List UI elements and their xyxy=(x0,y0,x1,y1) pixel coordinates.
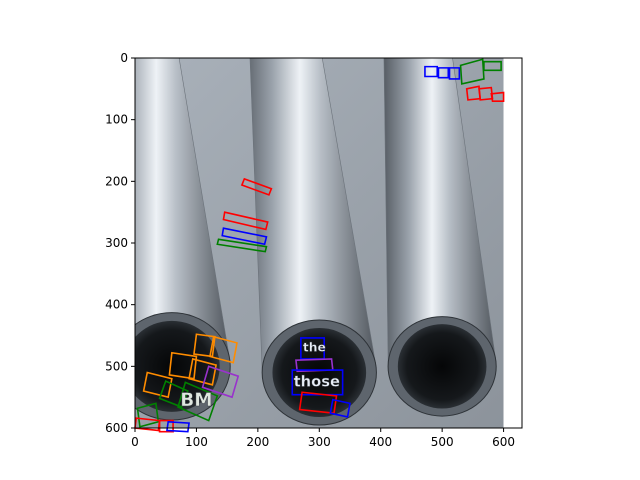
x-tick-label: 400 xyxy=(369,435,392,449)
y-tick-label: 300 xyxy=(105,236,128,250)
text-box-green xyxy=(216,238,268,253)
y-tick-label: 400 xyxy=(105,298,128,312)
x-tick-label: 600 xyxy=(492,435,515,449)
text-box-blue xyxy=(448,67,461,80)
text-box-green xyxy=(177,381,219,422)
pipes-photo xyxy=(0,0,504,428)
text-box-red xyxy=(490,91,505,102)
text-labels: the those BM xyxy=(180,340,340,411)
text-box-orange xyxy=(209,335,238,364)
photo-text: those xyxy=(294,373,340,390)
x-tick-label: 100 xyxy=(185,435,208,449)
text-box-green xyxy=(158,380,189,409)
x-tick-label: 200 xyxy=(246,435,269,449)
text-box-green xyxy=(136,402,160,428)
text-box-green xyxy=(483,60,502,72)
pipe-end-hole xyxy=(397,324,487,409)
text-box-blue xyxy=(329,398,351,418)
photo-text: the xyxy=(303,340,326,354)
y-tick-label: 0 xyxy=(120,51,128,65)
text-box-green xyxy=(459,58,485,85)
text-box-orange xyxy=(188,357,218,386)
text-box-orange xyxy=(142,371,173,399)
pipe-body xyxy=(0,0,135,323)
detection-boxes xyxy=(134,58,505,433)
text-box-blue xyxy=(424,65,439,78)
y-axis-ticks: 0 100 200 300 400 500 600 xyxy=(105,51,135,435)
y-tick-label: 200 xyxy=(105,174,128,188)
x-axis-ticks: 0 100 200 300 400 500 600 xyxy=(131,428,515,449)
axes: the those BM 0 100 200 300 400 500 600 0 100 200 30… xyxy=(0,0,523,449)
y-tick-label: 600 xyxy=(105,421,128,435)
y-tick-label: 100 xyxy=(105,113,128,127)
x-tick-label: 500 xyxy=(431,435,454,449)
photo-text: BM xyxy=(180,390,212,411)
text-box-purple xyxy=(201,365,240,399)
x-tick-label: 300 xyxy=(308,435,331,449)
x-tick-label: 0 xyxy=(131,435,139,449)
text-box-orange xyxy=(168,351,198,380)
text-box-blue xyxy=(437,67,450,79)
pipe-end-hole xyxy=(135,320,220,412)
y-tick-label: 500 xyxy=(105,359,128,373)
text-box-red xyxy=(240,177,273,196)
text-box-red xyxy=(222,211,269,231)
text-box-blue xyxy=(221,227,268,246)
text-box-blue xyxy=(291,369,344,396)
